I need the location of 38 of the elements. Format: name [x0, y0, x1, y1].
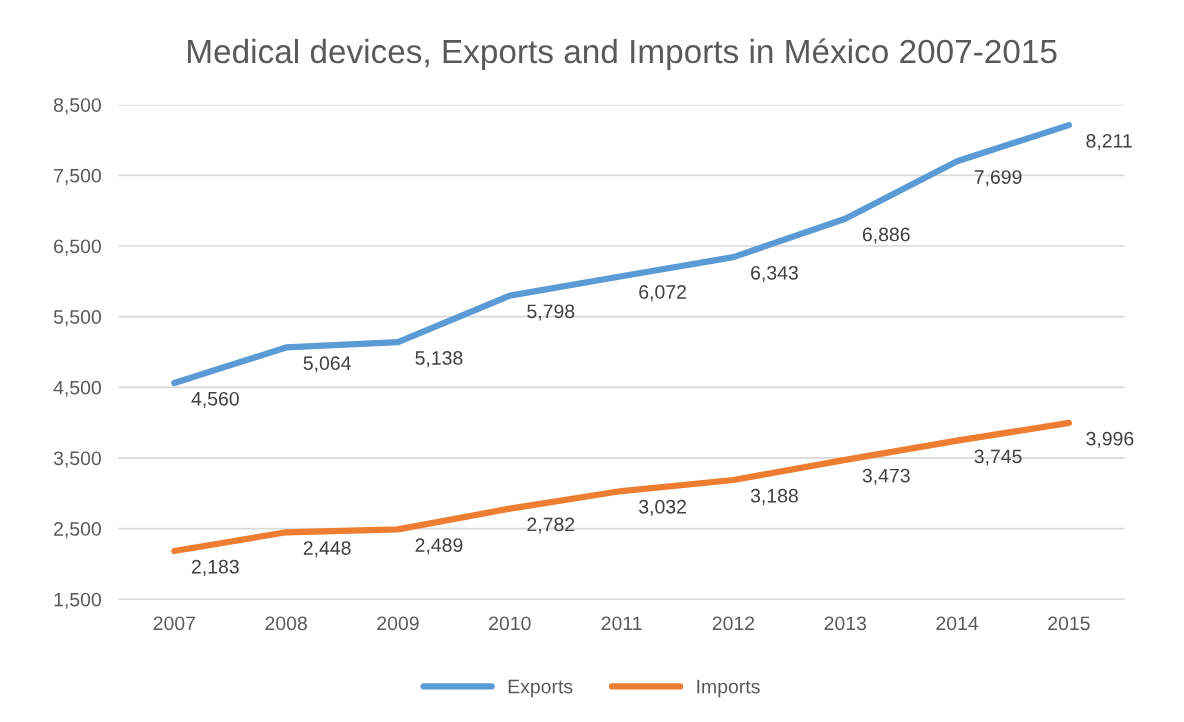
x-tick-label: 2012	[712, 616, 755, 631]
chart-title: Medical devices, Exports and Imports in México 2007-2015	[188, 38, 1057, 70]
x-tick-label: 2009	[377, 616, 419, 631]
y-tick-label: 7,500	[54, 168, 101, 185]
data-label: 2,448	[303, 541, 351, 558]
data-label: 3,032	[639, 499, 686, 516]
data-label: 5,138	[415, 351, 463, 368]
x-tick-label: 2014	[936, 616, 979, 631]
x-tick-label: 2010	[489, 616, 531, 631]
x-tick-label: 2008	[265, 616, 307, 631]
y-tick-label: 8,500	[53, 98, 101, 115]
data-label: 8,211	[1086, 133, 1132, 151]
y-tick-label: 5,500	[53, 310, 101, 327]
data-label: 3,996	[1086, 431, 1134, 448]
y-tick-label: 3,500	[53, 451, 101, 468]
y-tick-label: 1,500	[54, 592, 101, 609]
y-tick-label: 2,500	[54, 522, 101, 539]
data-label: 5,064	[303, 356, 351, 373]
x-tick-label: 2011	[601, 616, 642, 631]
data-label: 2,782	[527, 517, 575, 534]
y-tick-label: 4,500	[53, 380, 101, 397]
data-label: 6,072	[639, 285, 686, 302]
data-label: 2,183	[191, 559, 239, 576]
data-label: 3,745	[974, 449, 1022, 466]
x-tick-label: 2015	[1048, 616, 1090, 631]
data-label: 6,343	[751, 265, 798, 282]
data-label: 3,473	[862, 468, 910, 485]
data-label: 3,188	[750, 488, 798, 505]
legend-label: Imports	[697, 679, 760, 698]
data-label: 6,886	[862, 227, 910, 244]
x-tick-label: 2007	[153, 616, 195, 631]
x-tick-label: 2013	[824, 616, 867, 631]
data-label: 5,798	[527, 304, 575, 321]
data-label: 4,560	[191, 391, 239, 408]
y-tick-label: 6,500	[54, 239, 101, 256]
data-label: 7,699	[974, 170, 1022, 187]
data-label: 2,489	[415, 538, 463, 555]
legend-label: Exports	[508, 679, 573, 698]
